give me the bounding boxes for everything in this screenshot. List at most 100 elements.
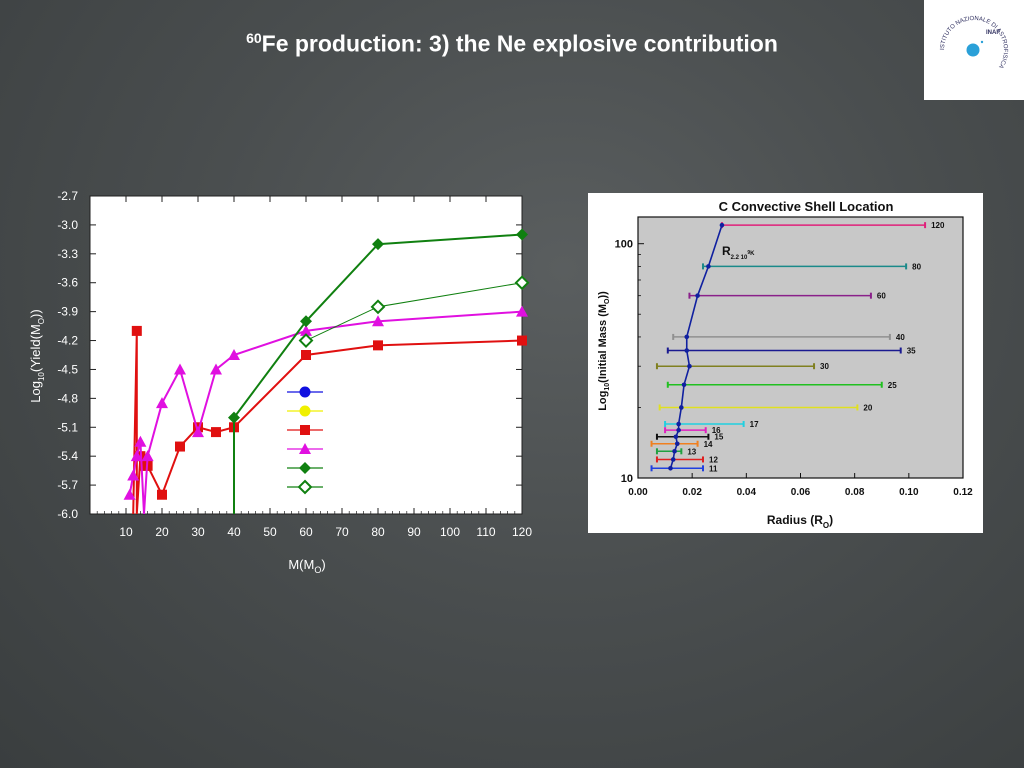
- point-c-conv-shell: [516, 305, 528, 317]
- radius-curve-point: [706, 264, 711, 269]
- shell-label-13: 13: [687, 447, 696, 456]
- shell-label-60: 60: [877, 292, 886, 301]
- point-he-conv-shell-schwarz: [228, 411, 240, 424]
- x-tick-label: 40: [227, 525, 241, 539]
- shell-label-12: 12: [709, 455, 718, 464]
- shell-y-tick-label: 10: [621, 473, 633, 485]
- shell-label-14: 14: [704, 440, 713, 449]
- y-tick-label: -4.5: [57, 362, 78, 376]
- x-tick-label: 30: [191, 525, 205, 539]
- point-c-conv-shell: [300, 324, 312, 336]
- legend-marker-total-schwarz: [299, 386, 311, 398]
- logo-small-dot: [980, 40, 984, 44]
- legend-marker-he-conv-shell-schwarz: [299, 462, 311, 474]
- logo-ring-text: ISTITUTO NAZIONALE DI ASTROFISICA: [940, 16, 1008, 69]
- yield-chart-y-label: Log10(Yield(MO)): [28, 309, 46, 402]
- yield-chart-legend: Total (Schwarz.) Total (Ledoux) Explosive C…: [287, 384, 470, 495]
- shell-x-tick-label: 0.08: [845, 487, 865, 498]
- yield-chart-x-label: M(MO): [288, 557, 325, 575]
- shell-20: 20: [658, 403, 873, 412]
- radius-curve-point: [670, 457, 676, 462]
- legend-marker-total-ledoux: [299, 405, 311, 417]
- shell-label-80: 80: [912, 262, 921, 271]
- legend-label: He conv.shell (Schwarz.): [327, 460, 470, 475]
- radius-curve-point: [672, 449, 677, 454]
- inaf-logo: ISTITUTO NAZIONALE DI ASTROFISICA INAF: [924, 0, 1024, 100]
- y-tick-label: -3.0: [57, 218, 78, 232]
- shell-label-40: 40: [896, 333, 905, 342]
- point-explosive: [131, 325, 142, 336]
- y-tick-label: -6.0: [57, 507, 78, 521]
- radius-curve-point: [687, 363, 692, 369]
- legend-item-total-schwarz: Total (Schwarz.): [287, 384, 420, 399]
- legend-item-he-conv-shell-schwarz: He conv.shell (Schwarz.): [287, 460, 470, 475]
- point-c-conv-shell: [127, 469, 140, 481]
- point-c-conv-shell: [130, 450, 143, 462]
- shell-label-120: 120: [931, 221, 945, 230]
- legend-label: Total (Schwarz.): [327, 384, 420, 399]
- legend-label: He conv.shell (Ledoux): [327, 479, 459, 494]
- point-c-conv-shell: [123, 488, 136, 500]
- point-c-conv-shell: [192, 426, 204, 438]
- shell-chart-x-axis: 0.00 0.02 0.04 0.06 0.08 0.10 0.12: [628, 473, 973, 498]
- shell-x-tick-label: 0.12: [953, 487, 973, 498]
- shell-11: 11: [650, 464, 718, 473]
- x-tick-label: 110: [476, 525, 495, 539]
- shell-location-chart: C Convective Shell Location 0.00 0.02 0.04…: [597, 199, 973, 530]
- shell-label-30: 30: [820, 362, 829, 371]
- yield-chart-x-axis: 10 20 30 40 50 60 70 80 90 100 110 120: [89, 196, 532, 539]
- legend-item-he-conv-shell-ledoux: He conv.shell (Ledoux): [287, 479, 459, 495]
- point-explosive: [517, 335, 527, 346]
- radius-curve-point: [674, 441, 680, 447]
- yield-chart-y-axis: -2.7 -3.0 -3.3 -3.6 -3.9 -4.2 -4.5 -4.8 -5.1 -5.4…: [57, 189, 522, 521]
- shell-x-tick-label: 0.06: [791, 487, 811, 498]
- point-explosive: [301, 350, 311, 360]
- radius-curve-point: [684, 348, 690, 353]
- x-tick-label: 100: [440, 525, 460, 539]
- shell-x-tick-label: 0.10: [899, 487, 919, 498]
- radius-curve-point: [695, 293, 700, 298]
- shell-label-16: 16: [712, 426, 721, 435]
- shell-x-tick-label: 0.02: [682, 487, 702, 498]
- shell-30: 30: [655, 362, 829, 371]
- legend-label: C conv. shell: [327, 441, 401, 456]
- point-he-conv-shell-ledoux: [370, 299, 386, 315]
- shell-x-tick-label: 0.00: [628, 487, 648, 498]
- legend-marker-explosive: [300, 425, 310, 435]
- legend-item-c-conv-shell: C conv. shell: [287, 441, 401, 456]
- yield-chart: -2.7 -3.0 -3.3 -3.6 -3.9 -4.2 -4.5 -4.8 -5.1 -5.4…: [28, 189, 532, 575]
- radius-curve-point: [673, 434, 679, 440]
- point-explosive: [373, 340, 383, 351]
- point-c-conv-shell: [210, 363, 222, 375]
- x-tick-label: 80: [371, 525, 385, 539]
- legend-marker-he-conv-shell-ledoux: [297, 479, 313, 495]
- radius-curve-point: [719, 222, 725, 228]
- shell-y-tick-label: 100: [615, 239, 633, 251]
- radius-curve-point: [676, 427, 681, 433]
- shell-label-20: 20: [863, 403, 872, 412]
- shell-chart-y-label: Log10(Initial Mass (MO)): [597, 291, 611, 411]
- shell-16: 16: [664, 426, 721, 435]
- y-tick-label: -4.2: [57, 334, 78, 348]
- shell-location-panel: C Convective Shell Location 0.00 0.02 0.04…: [588, 193, 983, 533]
- y-tick-label: -3.6: [57, 276, 78, 290]
- radius-curve-point: [684, 334, 690, 340]
- logo-inaf-text: INAF: [986, 30, 1000, 36]
- shell-chart-y-axis: 10 100: [615, 239, 644, 485]
- shell-40: 40: [672, 333, 905, 342]
- y-tick-label: -2.7: [57, 189, 78, 203]
- point-c-conv-shell: [134, 435, 147, 447]
- shell-15: 15: [655, 433, 724, 442]
- point-c-conv-shell: [156, 397, 168, 409]
- yield-chart-series: [123, 228, 530, 515]
- point-he-conv-shell-schwarz: [516, 228, 528, 241]
- point-c-conv-shell: [372, 315, 384, 327]
- y-tick-label: -5.4: [57, 449, 78, 463]
- x-tick-label: 50: [263, 525, 277, 539]
- inaf-logo-icon: ISTITUTO NAZIONALE DI ASTROFISICA INAF: [940, 16, 1008, 69]
- legend-label: Total (Ledoux): [327, 403, 409, 418]
- point-he-conv-shell-schwarz: [300, 315, 312, 328]
- legend-item-total-ledoux: Total (Ledoux): [287, 403, 409, 418]
- radius-curve-point: [679, 405, 684, 410]
